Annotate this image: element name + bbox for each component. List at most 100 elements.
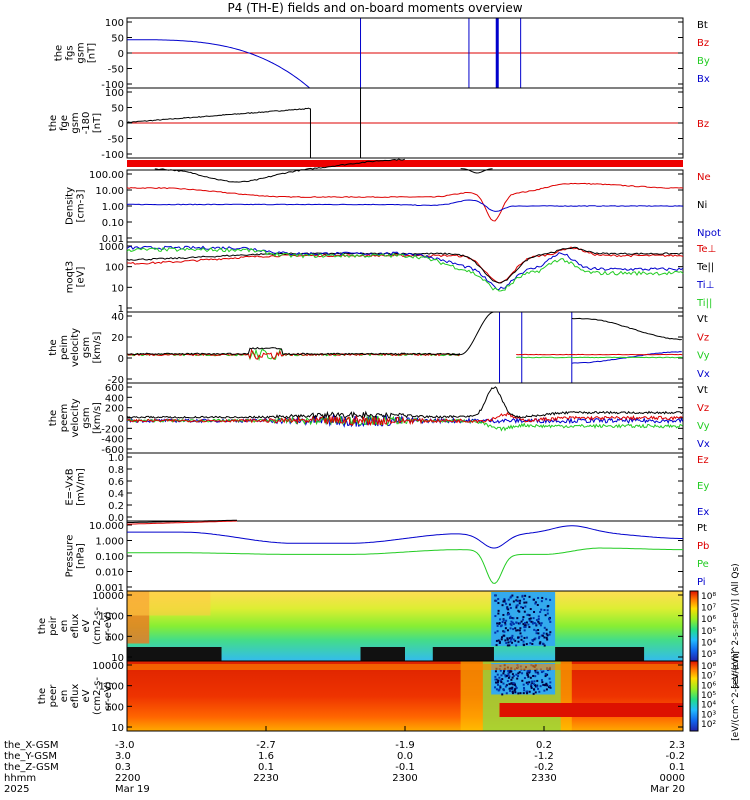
data-gap-bar — [127, 160, 683, 167]
noise-dot — [549, 631, 552, 634]
noise-dot — [529, 608, 532, 611]
noise-dot — [548, 685, 551, 688]
ylabel-line: fgs — [65, 45, 76, 60]
ylabel-line: the — [54, 45, 65, 61]
noise-dot — [502, 630, 505, 633]
noise-dot — [503, 689, 506, 692]
noise-dot — [537, 618, 540, 621]
noise-dot — [537, 687, 540, 690]
panel-temp: 1000 100 10 1 moqt3 [eV] Te⊥ Te|| Ti⊥ Ti|| — [65, 241, 716, 315]
noise-dot — [497, 598, 500, 601]
noise-dot — [526, 683, 529, 686]
ytick-label: 100 — [105, 702, 124, 713]
noise-dot — [545, 598, 548, 601]
noise-dot — [512, 682, 515, 685]
vt-trace — [126, 346, 461, 356]
ylabel-line: gsm — [81, 407, 92, 428]
legend-bz: Bz — [697, 38, 709, 49]
noise-dot — [506, 606, 509, 609]
noise-dot — [508, 637, 511, 640]
noise-dot — [511, 676, 514, 679]
ytick-label: 10000 — [92, 661, 124, 672]
noise-dot — [525, 636, 528, 639]
noise-dot — [534, 669, 537, 672]
legend-vx: Vx — [697, 439, 710, 450]
noise-dot — [508, 612, 511, 615]
noise-dot — [509, 687, 512, 690]
ylabel-line: -180 — [81, 112, 92, 135]
ylabel-line: [mV/m] — [76, 468, 87, 506]
legend-pi: Pi — [697, 577, 706, 588]
noise-dot — [514, 685, 517, 688]
noise-dot — [497, 609, 500, 612]
noise-dot — [528, 619, 531, 622]
legend-bt: Bt — [697, 20, 708, 31]
pe-trace — [127, 547, 683, 584]
ylabel-line: en — [59, 690, 70, 703]
ytick-label: -100 — [101, 150, 124, 161]
noise-dot — [522, 616, 525, 619]
noise-dot — [507, 672, 510, 675]
noise-dot — [511, 621, 514, 624]
noise-dot — [519, 599, 522, 602]
ylabel-line: [nT] — [87, 43, 98, 63]
noise-dot — [510, 636, 513, 639]
noise-dot — [533, 598, 536, 601]
xaxis-row-label: 2025 — [4, 784, 29, 795]
ytick-label: -200 — [101, 424, 124, 435]
vy-tail — [516, 356, 683, 359]
noise-dot — [531, 639, 534, 642]
noise-dot — [506, 637, 509, 640]
noise-dot — [540, 600, 543, 603]
noise-dot — [505, 674, 508, 677]
noise-dot — [515, 599, 518, 602]
noise-dot — [533, 680, 536, 683]
noise-dot — [531, 621, 534, 624]
ytick-label: -400 — [101, 435, 124, 446]
colorbar-tick: 10² — [701, 720, 716, 730]
panel-frame — [126, 311, 684, 384]
noise-dot — [516, 629, 519, 632]
xaxis-row-label: the_Z-GSM — [4, 762, 59, 773]
noise-dot — [531, 622, 534, 625]
noise-dot — [515, 621, 518, 624]
noise-dot — [523, 601, 526, 604]
noise-dot — [505, 684, 508, 687]
legend-pb: Pb — [697, 541, 709, 552]
noise-dot — [534, 601, 537, 604]
noise-dot — [509, 627, 512, 630]
pi-trace — [127, 525, 683, 549]
noise-dot — [534, 602, 537, 605]
noise-dot — [541, 681, 544, 684]
noise-dot — [512, 622, 515, 625]
noise-dot — [510, 670, 513, 673]
noise-dot — [528, 617, 531, 620]
bx-trace — [127, 39, 311, 89]
noise-dot — [533, 610, 536, 613]
ytick-label: 1000 — [99, 682, 124, 693]
noise-dot — [535, 623, 538, 626]
noise-dot — [537, 637, 540, 640]
noise-dot — [494, 686, 497, 689]
noise-dot — [512, 628, 515, 631]
noise-dot — [533, 628, 536, 631]
ytick-label: 1.000 — [95, 537, 124, 548]
xtick-z: 0.1 — [669, 762, 685, 773]
ytick-label: 0.010 — [95, 568, 124, 579]
orange-stripe — [127, 664, 683, 670]
noise-dot — [504, 639, 507, 642]
xtick-z: 0.1 — [258, 762, 274, 773]
ylabel-line: [km/s] — [92, 331, 103, 363]
colorbar-tick: 10⁴ — [701, 638, 716, 648]
noise-dot — [496, 683, 499, 686]
colorbar-tick: 10⁶ — [701, 681, 716, 691]
noise-dot — [511, 687, 514, 690]
noise-dot — [503, 598, 506, 601]
noise-dot — [548, 686, 551, 689]
noise-dot — [512, 638, 515, 641]
noise-dot — [507, 670, 510, 673]
noise-dot — [497, 639, 500, 642]
noise-dot — [515, 606, 518, 609]
ytick-label: 0.6 — [108, 477, 124, 488]
noise-dot — [542, 632, 545, 635]
